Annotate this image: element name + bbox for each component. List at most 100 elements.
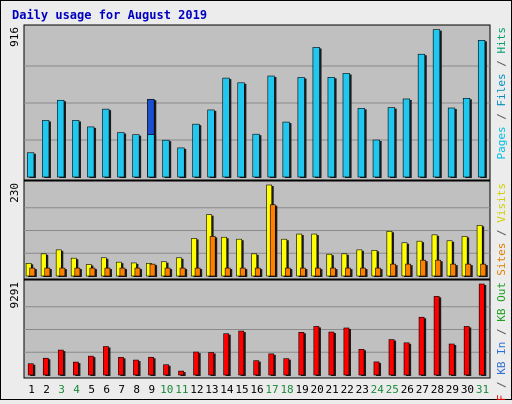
day-label-6: 6: [103, 383, 110, 396]
kb-bar-8: [133, 359, 139, 376]
sites-bar-7: [119, 267, 126, 277]
kb-bar-31: [478, 283, 485, 376]
kb-bar-19: [298, 332, 305, 376]
visits-bar-30: [461, 236, 468, 277]
sites-bar-4: [74, 267, 81, 277]
kb-panel-max-label: 9291: [8, 282, 21, 309]
hits-bar-31: [477, 40, 486, 178]
visits-bar-6: [100, 257, 107, 277]
sites-bar-19: [299, 267, 306, 277]
day-label-16: 16: [250, 383, 263, 396]
sites-bar-13: [209, 236, 216, 277]
day-label-7: 7: [118, 383, 125, 396]
day-label-3: 3: [58, 383, 65, 396]
kb-bar-3: [57, 349, 64, 376]
visits-bar-25: [386, 230, 393, 277]
visits-bar-15: [236, 238, 242, 277]
visits-bar-12: [191, 238, 197, 277]
kb-bar-2: [42, 357, 49, 376]
visits-panel-side-label-part-0: Sites: [495, 243, 508, 276]
day-label-27: 27: [416, 383, 429, 396]
visits-panel-side-label-part-1: /: [495, 223, 508, 243]
sites-bar-25: [390, 263, 396, 277]
day-label-19: 19: [295, 383, 308, 396]
kb-bar-1: [27, 363, 34, 376]
kb-bar-4: [73, 361, 79, 376]
sites-bar-6: [104, 267, 111, 277]
kb-bar-17: [268, 353, 275, 376]
kb-panel-side-label: KB F / KB In / KB Out: [495, 282, 508, 400]
chart-title: Daily usage for August 2019: [12, 8, 207, 22]
hits-panel-side-label-part-1: /: [495, 107, 508, 127]
day-label-20: 20: [311, 383, 324, 396]
visits-bar-2: [40, 253, 47, 277]
kb-bar-29: [448, 343, 455, 376]
visits-bar-22: [341, 253, 348, 277]
hits-bar-16: [252, 133, 260, 178]
visits-bar-11: [176, 257, 182, 277]
hits-bar-25: [387, 107, 395, 178]
day-label-24: 24: [371, 383, 385, 396]
visits-bar-26: [401, 242, 408, 277]
day-label-9: 9: [148, 383, 155, 396]
hits-panel-side-label-part-3: /: [495, 54, 508, 74]
sites-bar-22: [345, 267, 351, 277]
sites-bar-20: [315, 267, 321, 277]
day-label-17: 17: [265, 383, 278, 396]
hits-bar-10: [162, 139, 170, 178]
hits-bar-1: [27, 152, 35, 178]
visits-bar-27: [416, 240, 423, 277]
kb-panel-side-label-part-4: KB Out: [495, 282, 508, 322]
day-label-11: 11: [175, 383, 188, 396]
kb-bar-25: [388, 339, 395, 376]
sites-bar-31: [480, 263, 487, 277]
kb-bar-9: [148, 356, 154, 376]
visits-bar-3: [55, 249, 62, 277]
day-label-22: 22: [341, 383, 354, 396]
kb-bar-18: [283, 358, 290, 376]
visits-bar-28: [431, 234, 438, 277]
visits-panel-max-label: 230: [8, 183, 21, 203]
visits-bar-31: [476, 225, 483, 277]
hits-bar-27: [417, 53, 426, 178]
sites-bar-15: [239, 267, 246, 277]
day-label-10: 10: [160, 383, 173, 396]
kb-bar-5: [88, 355, 94, 376]
kb-panel-side-label-part-2: KB In: [495, 342, 508, 375]
hits-bar-29: [447, 107, 456, 178]
kb-bar-30: [463, 326, 470, 376]
visits-bar-19: [296, 233, 303, 277]
hits-panel-side-label-part-2: Files: [495, 73, 508, 106]
hits-panel-max-label: 916: [8, 27, 21, 47]
day-label-25: 25: [386, 383, 399, 396]
sites-bar-5: [89, 267, 96, 277]
sites-bar-27: [420, 259, 426, 277]
kb-bar-26: [403, 342, 410, 376]
sites-bar-29: [450, 263, 457, 277]
day-label-5: 5: [88, 383, 95, 396]
sites-bar-16: [254, 267, 261, 277]
kb-bar-20: [313, 326, 320, 376]
sites-bar-28: [435, 259, 441, 277]
day-label-2: 2: [43, 383, 50, 396]
day-label-28: 28: [431, 383, 444, 396]
visits-bar-24: [371, 249, 378, 277]
day-label-13: 13: [205, 383, 218, 396]
hits-bar-21: [327, 77, 335, 178]
day-label-14: 14: [220, 383, 234, 396]
hits-bar-3: [57, 99, 65, 178]
sites-bar-14: [224, 267, 231, 277]
kb-bar-28: [433, 296, 440, 376]
hits-bar-8: [132, 134, 140, 178]
hits-panel: 916 Pages / Files / Hits: [8, 24, 508, 181]
kb-bar-13: [208, 352, 215, 376]
hits-bar-12: [192, 123, 200, 178]
kb-bar-27: [418, 316, 425, 376]
sites-bar-17: [269, 204, 276, 277]
hits-bar-7: [117, 132, 125, 178]
visits-panel: 230 Sites / Visits: [8, 180, 508, 280]
sites-bar-23: [360, 267, 366, 277]
day-label-18: 18: [280, 383, 293, 396]
visits-bar-16: [251, 253, 257, 277]
kb-bar-7: [118, 357, 124, 376]
